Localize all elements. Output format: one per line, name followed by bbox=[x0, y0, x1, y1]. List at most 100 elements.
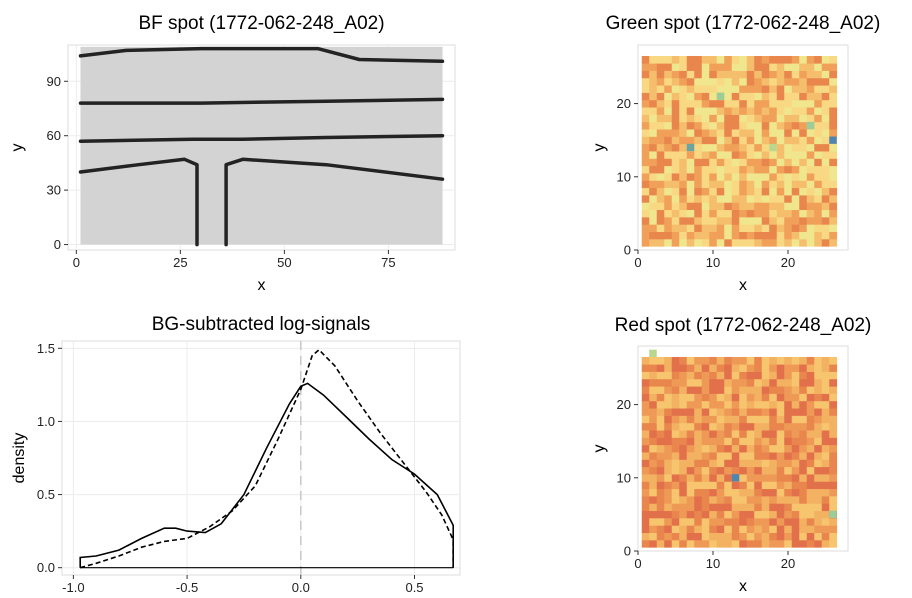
heatmap-cell bbox=[821, 158, 830, 167]
heatmap-cell bbox=[731, 85, 740, 93]
heatmap-cell bbox=[716, 202, 725, 211]
heatmap-cell bbox=[731, 195, 740, 203]
heatmap-cell bbox=[784, 224, 793, 232]
heatmap-cell bbox=[754, 393, 763, 402]
heatmap-cell bbox=[649, 378, 658, 387]
heatmap-cell bbox=[814, 70, 823, 79]
heatmap-cell bbox=[671, 85, 680, 93]
heatmap-cell bbox=[716, 444, 725, 453]
heatmap-cell bbox=[761, 136, 770, 145]
heatmap-cell bbox=[686, 195, 695, 203]
heatmap-cell bbox=[761, 187, 770, 196]
heatmap-cell bbox=[701, 488, 710, 497]
heatmap-cell bbox=[686, 540, 695, 548]
heatmap-cell bbox=[754, 224, 763, 232]
heatmap-cell bbox=[784, 474, 793, 482]
heatmap-cell bbox=[724, 437, 733, 446]
heatmap-cell bbox=[731, 496, 740, 504]
heatmap-cell bbox=[799, 121, 808, 130]
heatmap-cell bbox=[724, 202, 733, 211]
heatmap-cell bbox=[649, 452, 658, 460]
heatmap-cell bbox=[716, 371, 725, 380]
heatmap-cell bbox=[791, 378, 800, 387]
x-axis-label: x bbox=[739, 277, 747, 294]
heatmap-cell bbox=[686, 85, 695, 93]
heatmap-cell bbox=[769, 488, 778, 497]
heatmap-cell bbox=[656, 408, 665, 416]
heatmap-cell bbox=[694, 173, 703, 181]
heatmap-cell bbox=[814, 510, 823, 519]
heatmap-cell bbox=[769, 422, 778, 431]
heatmap-cell bbox=[829, 518, 838, 526]
heatmap-cell bbox=[806, 136, 815, 145]
heatmap-cell bbox=[649, 180, 658, 189]
heatmap-cell bbox=[791, 393, 800, 402]
heatmap-cell bbox=[821, 393, 830, 402]
heatmap-cell bbox=[641, 121, 650, 130]
heatmap-cell bbox=[724, 386, 733, 394]
heatmap-cell bbox=[739, 518, 748, 526]
heatmap-cell bbox=[821, 239, 830, 247]
heatmap-cell bbox=[701, 444, 710, 453]
heatmap-cell bbox=[671, 452, 680, 460]
heatmap-cell bbox=[746, 364, 755, 372]
heatmap-cell bbox=[791, 187, 800, 196]
heatmap-cell bbox=[724, 85, 733, 93]
heatmap-cell bbox=[656, 496, 665, 504]
heatmap-cell bbox=[649, 481, 658, 490]
heatmap-cell bbox=[716, 165, 725, 174]
heatmap-cell bbox=[716, 525, 725, 533]
heatmap-cell bbox=[731, 202, 740, 211]
heatmap-cell bbox=[686, 121, 695, 130]
heatmap-cell bbox=[731, 165, 740, 174]
x-tick-label: 25 bbox=[173, 255, 187, 270]
heatmap-cell bbox=[761, 437, 770, 446]
heatmap-cell bbox=[701, 195, 710, 203]
heatmap-cell bbox=[776, 143, 785, 152]
heatmap-cell bbox=[671, 202, 680, 211]
heatmap-cell bbox=[709, 408, 718, 416]
heatmap-cell bbox=[814, 481, 823, 490]
heatmap-cell bbox=[679, 77, 688, 86]
heatmap-cell bbox=[671, 378, 680, 387]
heatmap-cell bbox=[784, 444, 793, 453]
heatmap-cell bbox=[701, 430, 710, 438]
heatmap-cell bbox=[754, 239, 763, 247]
heatmap-cell bbox=[739, 444, 748, 453]
heatmap-cell bbox=[821, 209, 830, 218]
heatmap-cell bbox=[784, 202, 793, 211]
heatmap-cell bbox=[769, 415, 778, 424]
heatmap-cell bbox=[791, 143, 800, 152]
x-tick-label: 75 bbox=[381, 255, 395, 270]
heatmap-cell bbox=[821, 415, 830, 424]
heatmap-cell bbox=[671, 92, 680, 101]
heatmap-cell bbox=[686, 452, 695, 460]
heatmap-cell bbox=[746, 202, 755, 211]
heatmap-cell bbox=[829, 158, 838, 167]
heatmap-cell bbox=[716, 459, 725, 468]
heatmap-cell bbox=[701, 121, 710, 130]
heatmap-cell bbox=[716, 532, 725, 541]
heatmap-cell bbox=[724, 136, 733, 145]
heatmap-cell bbox=[641, 430, 650, 438]
heatmap-cell bbox=[791, 400, 800, 409]
heatmap-cell bbox=[821, 195, 830, 203]
heatmap-cell bbox=[731, 444, 740, 453]
density-series-1 bbox=[79, 382, 454, 568]
heatmap-cell-highlight bbox=[716, 92, 725, 100]
heatmap-cell bbox=[746, 239, 755, 247]
heatmap-cell bbox=[754, 496, 763, 504]
heatmap-cell bbox=[694, 452, 703, 460]
heatmap-cell bbox=[679, 400, 688, 409]
heatmap-cell bbox=[649, 408, 658, 416]
heatmap-cell bbox=[761, 525, 770, 533]
heatmap-cell bbox=[731, 217, 740, 225]
heatmap-cell bbox=[709, 444, 718, 453]
heatmap-cell bbox=[686, 231, 695, 240]
heatmap-cell bbox=[769, 231, 778, 240]
heatmap-cell bbox=[806, 55, 815, 64]
heatmap-cell bbox=[686, 430, 695, 438]
heatmap-cell bbox=[754, 503, 763, 512]
heatmap-cell bbox=[641, 165, 650, 174]
heatmap-cell bbox=[799, 114, 808, 123]
